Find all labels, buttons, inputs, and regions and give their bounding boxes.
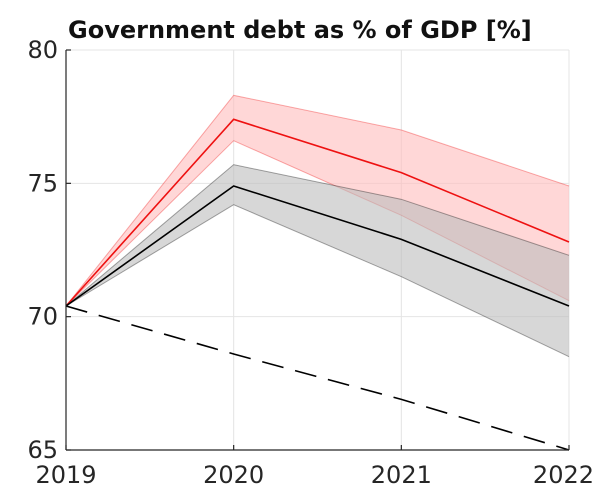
y-tick-label: 65 xyxy=(27,436,58,464)
y-tick-label: 75 xyxy=(27,169,58,197)
x-tick-label: 2020 xyxy=(203,461,264,489)
x-tick-label: 2019 xyxy=(35,461,96,489)
y-tick-label: 70 xyxy=(27,303,58,331)
y-tick-label: 80 xyxy=(27,36,58,64)
x-tick-label: 2021 xyxy=(371,461,432,489)
chart-title: Government debt as % of GDP [%] xyxy=(68,16,532,44)
x-tick-label: 2022 xyxy=(533,461,594,489)
